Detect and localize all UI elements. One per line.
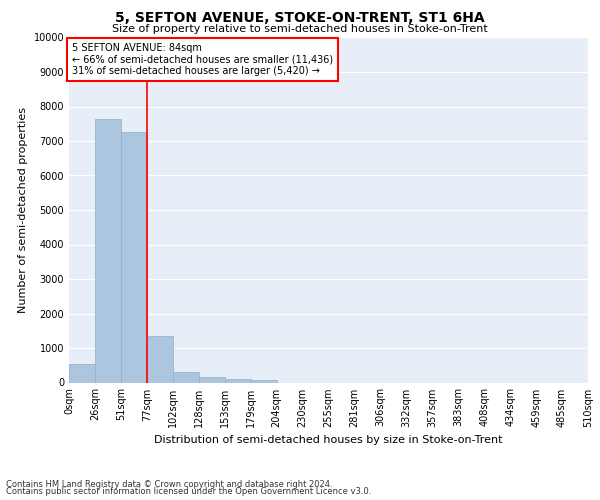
Text: 5 SEFTON AVENUE: 84sqm
← 66% of semi-detached houses are smaller (11,436)
31% of: 5 SEFTON AVENUE: 84sqm ← 66% of semi-det…: [71, 42, 333, 76]
Bar: [69, 364, 95, 382]
Text: Contains public sector information licensed under the Open Government Licence v3: Contains public sector information licen…: [6, 487, 371, 496]
Text: Size of property relative to semi-detached houses in Stoke-on-Trent: Size of property relative to semi-detach…: [112, 24, 488, 34]
Bar: [147, 336, 173, 382]
Bar: [225, 379, 251, 382]
Bar: [95, 118, 121, 382]
Bar: [251, 380, 277, 382]
Bar: [173, 372, 199, 382]
Text: 5, SEFTON AVENUE, STOKE-ON-TRENT, ST1 6HA: 5, SEFTON AVENUE, STOKE-ON-TRENT, ST1 6H…: [115, 11, 485, 25]
Bar: [121, 132, 147, 382]
Y-axis label: Number of semi-detached properties: Number of semi-detached properties: [18, 107, 28, 313]
Bar: [199, 378, 224, 382]
Text: Contains HM Land Registry data © Crown copyright and database right 2024.: Contains HM Land Registry data © Crown c…: [6, 480, 332, 489]
X-axis label: Distribution of semi-detached houses by size in Stoke-on-Trent: Distribution of semi-detached houses by …: [154, 435, 503, 445]
